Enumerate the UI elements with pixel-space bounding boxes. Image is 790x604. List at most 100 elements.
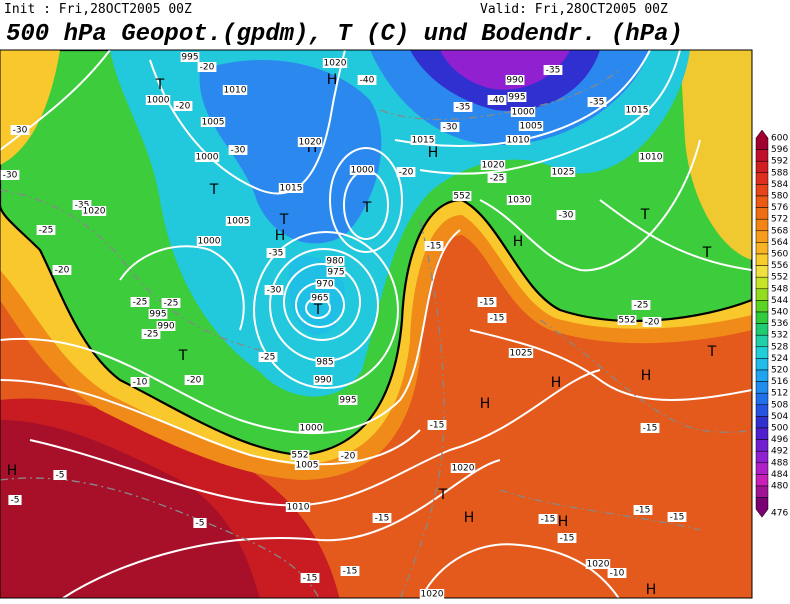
colorbar-swatch — [755, 392, 769, 406]
contour-label: 990 — [314, 376, 331, 386]
label-box — [194, 152, 220, 162]
label-box — [518, 121, 544, 131]
contour-label: -15 — [303, 574, 318, 584]
contour-label: 1025 — [552, 168, 575, 178]
colorbar-label: 584 — [771, 180, 788, 190]
contour-label: -15 — [490, 314, 505, 324]
contour-label: 1000 — [147, 96, 170, 106]
colorbar-label: 544 — [771, 296, 788, 306]
colorbar-swatch — [755, 300, 769, 313]
contour-label: -40 — [490, 96, 505, 106]
contour-label: 1015 — [412, 136, 435, 146]
colorbar-swatch — [755, 485, 769, 498]
contour-label: -30 — [13, 126, 28, 136]
contour-label: -20 — [645, 318, 660, 328]
colorbar-swatch — [755, 450, 769, 464]
label-box — [340, 566, 360, 576]
pressure-center: H — [327, 72, 338, 88]
contour-label: -5 — [11, 496, 20, 506]
contour-label: -20 — [341, 452, 356, 462]
contour-label: -15 — [541, 515, 556, 525]
map-frame — [0, 49, 753, 599]
contour-label: 1010 — [640, 153, 663, 163]
colorbar-label: 580 — [771, 192, 788, 202]
label-box — [424, 241, 444, 251]
label-box — [642, 317, 662, 327]
contour-label: 1020 — [299, 138, 322, 148]
colorbar-label: 516 — [771, 377, 788, 387]
label-box — [180, 52, 200, 62]
pressure-center: H — [7, 463, 18, 479]
label-box — [396, 167, 416, 177]
label-box — [357, 75, 377, 85]
contour-label: 1010 — [507, 136, 530, 146]
label-box — [148, 309, 168, 319]
colorbar-swatch — [755, 230, 769, 243]
pressure-center: H — [558, 514, 569, 530]
pressure-center: H — [551, 375, 562, 391]
label-box — [487, 313, 507, 323]
contour-label: -15 — [427, 242, 442, 252]
colorbar-label: 528 — [771, 342, 788, 352]
contour-label: -30 — [231, 146, 246, 156]
contour-label: -25 — [490, 174, 505, 184]
contour-label: -25 — [164, 299, 179, 309]
warm-core — [0, 420, 260, 598]
colorbar-swatch — [755, 358, 769, 371]
label-box — [297, 137, 323, 147]
contour-label: 1000 — [512, 108, 535, 118]
colorbar-swatch — [755, 346, 769, 359]
label-box — [538, 514, 558, 524]
colorbar-swatch — [755, 218, 769, 232]
contour-label: 1000 — [196, 153, 219, 163]
contour-label: 1015 — [280, 184, 303, 194]
label-box — [427, 420, 447, 430]
colorbar-label: 520 — [771, 366, 788, 376]
contour-label: -5 — [196, 519, 205, 529]
colorbar-swatch — [755, 404, 769, 417]
map-title: 500 hPa Geopot.(gpdm), T (C) und Bodendr… — [6, 21, 683, 48]
contour-label: 975 — [327, 268, 344, 278]
pressure-center: T — [362, 200, 372, 216]
label-box — [313, 375, 333, 385]
contour-label: -20 — [187, 376, 202, 386]
contour-label: -30 — [3, 171, 18, 181]
contour-label: 1030 — [508, 196, 531, 206]
colorbar-label: 588 — [771, 168, 788, 178]
label-box — [638, 152, 664, 162]
label-box — [145, 95, 171, 105]
label-box — [184, 375, 204, 385]
colorbar-swatch — [755, 427, 769, 440]
label-box — [667, 512, 687, 522]
colorbar-label: 484 — [771, 470, 788, 480]
label-box — [298, 423, 324, 433]
contour-label: 995 — [508, 93, 525, 103]
label-box — [285, 502, 311, 512]
contour-label: 1020 — [482, 161, 505, 171]
label-box — [453, 102, 473, 112]
label-box — [543, 65, 563, 75]
colorbar-swatch — [755, 369, 769, 382]
pressure-center: T — [279, 212, 289, 228]
colorbar-label: 512 — [771, 389, 788, 399]
contour-label: 980 — [326, 257, 343, 267]
colorbar-swatch — [755, 462, 769, 475]
pressure-center: H — [641, 368, 652, 384]
colorbar-swatch — [755, 288, 769, 301]
colorbar-label: 572 — [771, 215, 788, 225]
label-box — [315, 357, 335, 367]
contour-label: 1005 — [227, 217, 250, 227]
contour-label: -20 — [55, 266, 70, 276]
colorbar-label: 480 — [771, 482, 788, 492]
label-box — [557, 533, 577, 543]
colorbar-swatch — [755, 497, 769, 518]
colorbar-label: 488 — [771, 458, 788, 468]
contour-label: 995 — [149, 310, 166, 320]
contour-label: 1025 — [510, 349, 533, 359]
contour-label: -5 — [56, 471, 65, 481]
contour-label: 1000 — [198, 237, 221, 247]
label-box — [607, 568, 627, 578]
contour-label: -30 — [443, 123, 458, 133]
colorbar-swatch — [755, 242, 769, 255]
contour-label: -35 — [456, 103, 471, 113]
